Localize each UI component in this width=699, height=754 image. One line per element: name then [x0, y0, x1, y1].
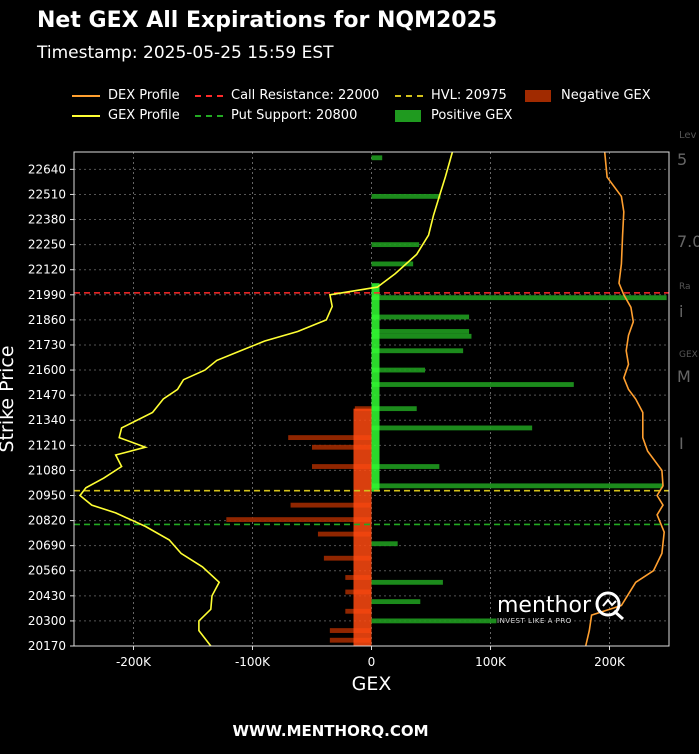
x-tick-label: -200K [116, 655, 152, 669]
y-tick-label: 21990 [28, 288, 66, 302]
y-tick-label: 20300 [28, 614, 66, 628]
q-logo-icon [595, 591, 624, 620]
legend-item-gex-profile: GEX Profile [72, 108, 180, 123]
right-fragment-3: 7.0 [677, 232, 699, 251]
positive-gex-bar [371, 406, 417, 412]
positive-gex-bar [371, 367, 426, 373]
right-fragment-4: Ra [679, 282, 691, 292]
legend-label: Call Resistance: 22000 [231, 88, 380, 103]
legend-label: Negative GEX [561, 88, 651, 103]
chart-timestamp: Timestamp: 2025-05-25 15:59 EST [37, 43, 334, 63]
y-tick-label: 21080 [28, 463, 66, 477]
y-tick-label: 22380 [28, 213, 66, 227]
legend-label: Put Support: 20800 [231, 108, 358, 123]
y-tick-label: 21210 [28, 438, 66, 452]
legend-label: GEX Profile [108, 108, 180, 123]
negative-gex-bar [226, 517, 372, 523]
legend-item-negative-gex: Negative GEX [525, 88, 651, 103]
footer-url[interactable]: WWW.MENTHORQ.COM [232, 722, 429, 740]
right-fragment-6: GEX [679, 350, 698, 360]
positive-gex-bar [371, 193, 441, 199]
legend-label: DEX Profile [108, 88, 180, 103]
positive-gex-bar [371, 618, 497, 624]
legend-swatch [195, 94, 223, 97]
legend-item-hvl: HVL: 20975 [395, 88, 507, 103]
logo-tagline: INVEST LIKE A PRO [497, 617, 572, 625]
y-tick-label: 20560 [28, 564, 66, 578]
x-tick-label: 100K [475, 655, 507, 669]
y-tick-label: 22510 [28, 187, 66, 201]
right-fragment-5: i [679, 302, 684, 321]
positive-gex-bar [371, 155, 383, 161]
legend-swatch [72, 94, 100, 97]
right-fragment-7: M [677, 367, 691, 386]
legend-item-positive-gex: Positive GEX [395, 108, 512, 123]
negative-gex-bar [323, 555, 372, 561]
negative-gex-bar [329, 628, 372, 633]
positive-gex-bar [371, 579, 443, 585]
dex-profile-line [584, 151, 666, 647]
y-tick-label: 22250 [28, 238, 66, 252]
legend-swatch [395, 109, 421, 122]
legend-item-dex-profile: DEX Profile [72, 88, 180, 103]
x-tick-label: -100K [235, 655, 271, 669]
positive-gex-bar [371, 295, 667, 301]
y-tick-label: 21860 [28, 313, 66, 327]
negative-gex-bar [290, 502, 372, 508]
positive-gex-bar [371, 483, 664, 489]
positive-gex-core [371, 283, 380, 492]
y-tick-label: 21600 [28, 363, 66, 377]
positive-gex-bar [371, 261, 414, 267]
x-axis-label: GEX [352, 673, 392, 695]
legend-label: Positive GEX [431, 108, 513, 123]
legend-swatch [395, 94, 423, 97]
right-fragment-2: 5 [677, 150, 688, 169]
positive-gex-bar [371, 329, 470, 334]
negative-gex-bar [288, 435, 372, 441]
negative-gex-bar [312, 464, 372, 469]
menthorq-logo: menthor INVEST LIKE A PRO [497, 590, 627, 625]
y-tick-label: 22120 [28, 263, 66, 277]
y-tick-label: 20170 [28, 639, 66, 653]
y-tick-label: 20950 [28, 488, 66, 502]
y-tick-label: 20820 [28, 514, 66, 528]
negative-gex-core [353, 408, 372, 646]
positive-gex-bar [371, 599, 421, 605]
chart-title: Net GEX All Expirations for NQM2025 [37, 8, 498, 33]
legend-item-put-support: Put Support: 20800 [195, 108, 357, 123]
y-tick-label: 20690 [28, 539, 66, 553]
positive-gex-bar [371, 242, 420, 248]
legend-label: HVL: 20975 [431, 88, 507, 103]
y-tick-label: 21470 [28, 388, 66, 402]
y-axis-label: Strike Price [0, 345, 18, 452]
logo-wordmark: menthor [497, 592, 591, 618]
x-tick-label: 200K [594, 655, 626, 669]
positive-gex-bar [371, 541, 398, 547]
right-fragment-8: I [679, 434, 684, 453]
right-fragment-1: Lev [679, 130, 697, 141]
positive-gex-bar [371, 314, 470, 320]
legend-item-call-resistance: Call Resistance: 22000 [195, 88, 379, 103]
y-tick-label: 21730 [28, 338, 66, 352]
negative-gex-bar [317, 531, 372, 537]
legend-swatch [195, 114, 223, 117]
positive-gex-bar [371, 333, 472, 339]
positive-gex-bar [371, 382, 574, 387]
positive-gex-bar [371, 425, 533, 431]
positive-gex-bar [371, 464, 440, 469]
legend-swatch [525, 89, 551, 102]
negative-gex-bar [329, 637, 372, 643]
x-tick-label: 0 [368, 655, 376, 669]
legend-swatch [72, 114, 100, 117]
y-tick-label: 22640 [28, 162, 66, 176]
positive-gex-bar [371, 348, 464, 354]
y-tick-label: 21340 [28, 413, 66, 427]
y-tick-label: 20430 [28, 589, 66, 603]
negative-gex-bar [312, 444, 372, 450]
gex-profile-line [78, 151, 454, 647]
